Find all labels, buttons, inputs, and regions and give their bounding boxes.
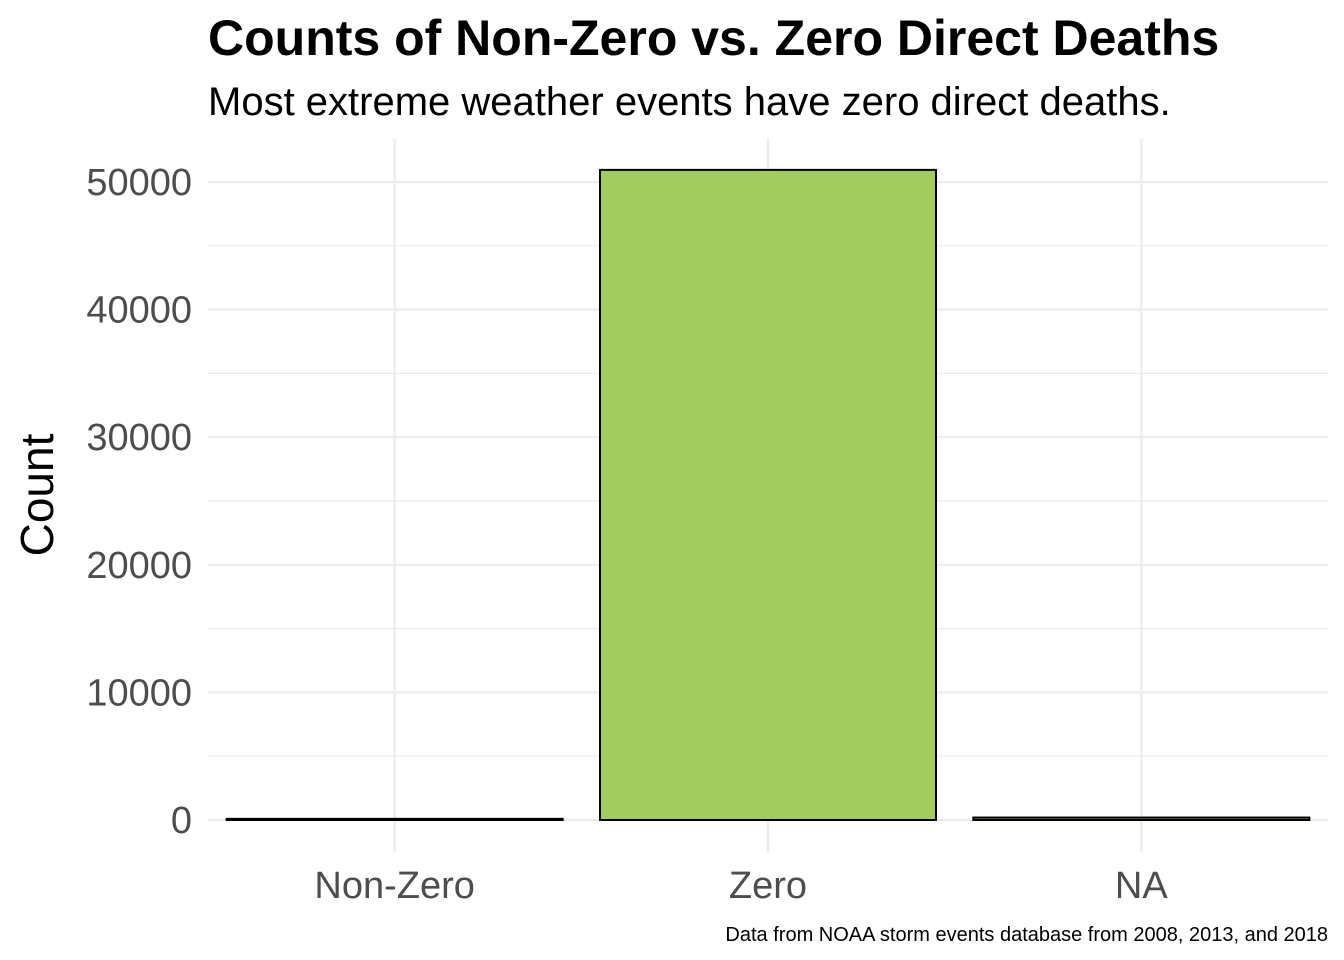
- y-tick-label: 50000: [86, 162, 192, 204]
- chart-subtitle: Most extreme weather events have zero di…: [208, 80, 1171, 124]
- x-tick-label: NA: [1115, 865, 1168, 907]
- bar-non-zero: [225, 817, 564, 822]
- y-axis-ticks: 0 10000 20000 30000 40000 50000: [86, 162, 192, 842]
- bar-na: [972, 816, 1311, 822]
- y-tick-label: 0: [171, 800, 192, 842]
- x-tick-label: Non-Zero: [314, 865, 475, 907]
- y-axis-label: Count: [11, 433, 63, 556]
- chart-caption: Data from NOAA storm events database fro…: [725, 924, 1328, 946]
- chart-title: Counts of Non-Zero vs. Zero Direct Death…: [208, 10, 1219, 66]
- y-tick-label: 20000: [86, 545, 192, 587]
- x-axis-ticks: Non-Zero Zero NA: [314, 865, 1168, 907]
- bar-zero: [599, 168, 937, 822]
- y-tick-label: 10000: [86, 672, 192, 714]
- x-tick-label: Zero: [729, 865, 807, 907]
- y-tick-label: 30000: [86, 417, 192, 459]
- bars: [225, 168, 1311, 822]
- y-tick-label: 40000: [86, 290, 192, 332]
